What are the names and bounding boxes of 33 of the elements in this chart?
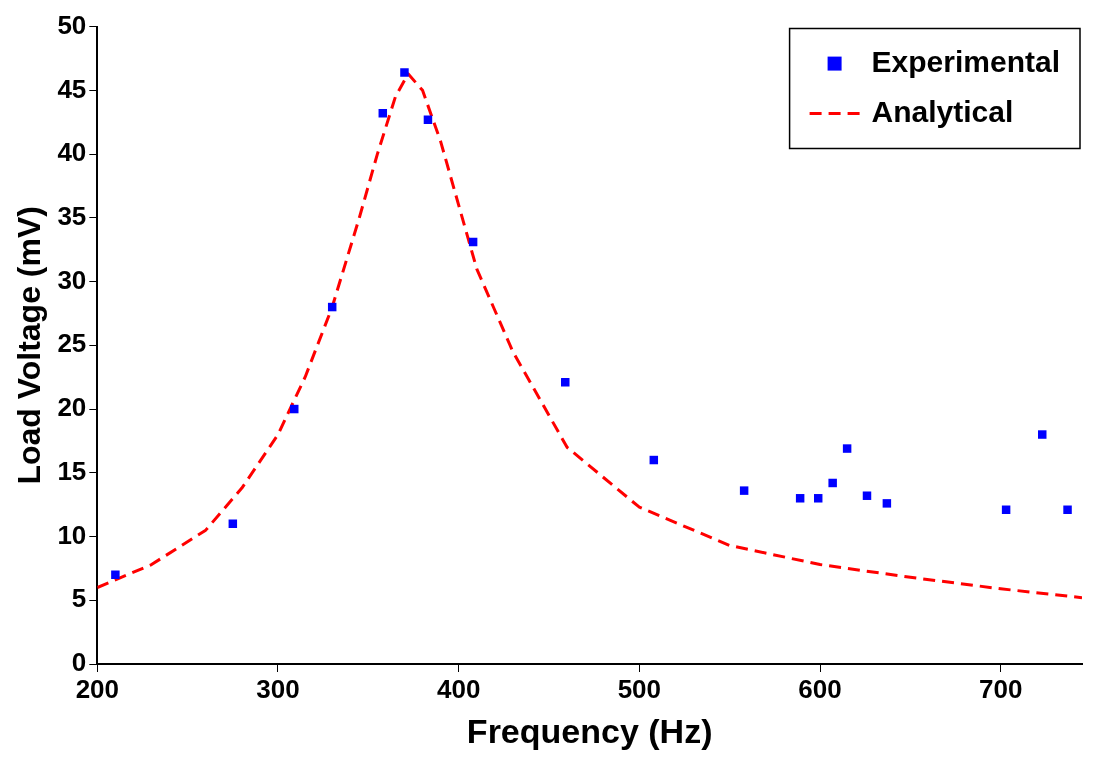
point xyxy=(1038,430,1047,439)
legend-label: Analytical xyxy=(871,94,1014,128)
point xyxy=(378,109,388,118)
point xyxy=(842,444,852,453)
point xyxy=(400,68,409,77)
y-axis-title: Load Voltage (mV) xyxy=(11,206,48,485)
y-tick-label: 20 xyxy=(57,392,87,423)
y-tick-label: 5 xyxy=(71,583,87,614)
y-tick-label: 25 xyxy=(57,328,87,359)
x-tick-label: 500 xyxy=(617,673,662,704)
point xyxy=(862,491,872,500)
y-tick-label: 50 xyxy=(57,9,87,40)
x-axis-title: Frequency (Hz) xyxy=(466,711,713,750)
legend-label: Experimental xyxy=(871,44,1061,78)
y-tick-label: 45 xyxy=(57,73,87,104)
y-tick-label: 35 xyxy=(57,200,87,231)
point xyxy=(795,494,805,503)
point xyxy=(813,494,823,503)
x-tick-label: 300 xyxy=(256,673,300,704)
point xyxy=(882,499,892,508)
point xyxy=(739,486,749,495)
x-tick-label: 700 xyxy=(979,673,1023,704)
point xyxy=(561,378,570,387)
y-tick-label: 40 xyxy=(57,137,87,168)
point xyxy=(1063,505,1072,514)
point xyxy=(111,570,120,580)
y-tick-label: 10 xyxy=(57,519,87,550)
x-tick-label: 600 xyxy=(798,673,842,704)
y-tick-label: 15 xyxy=(57,455,87,486)
x-tick-label: 400 xyxy=(436,673,481,704)
y-tick-label: 30 xyxy=(57,264,87,295)
point xyxy=(423,115,433,124)
point xyxy=(828,478,837,488)
